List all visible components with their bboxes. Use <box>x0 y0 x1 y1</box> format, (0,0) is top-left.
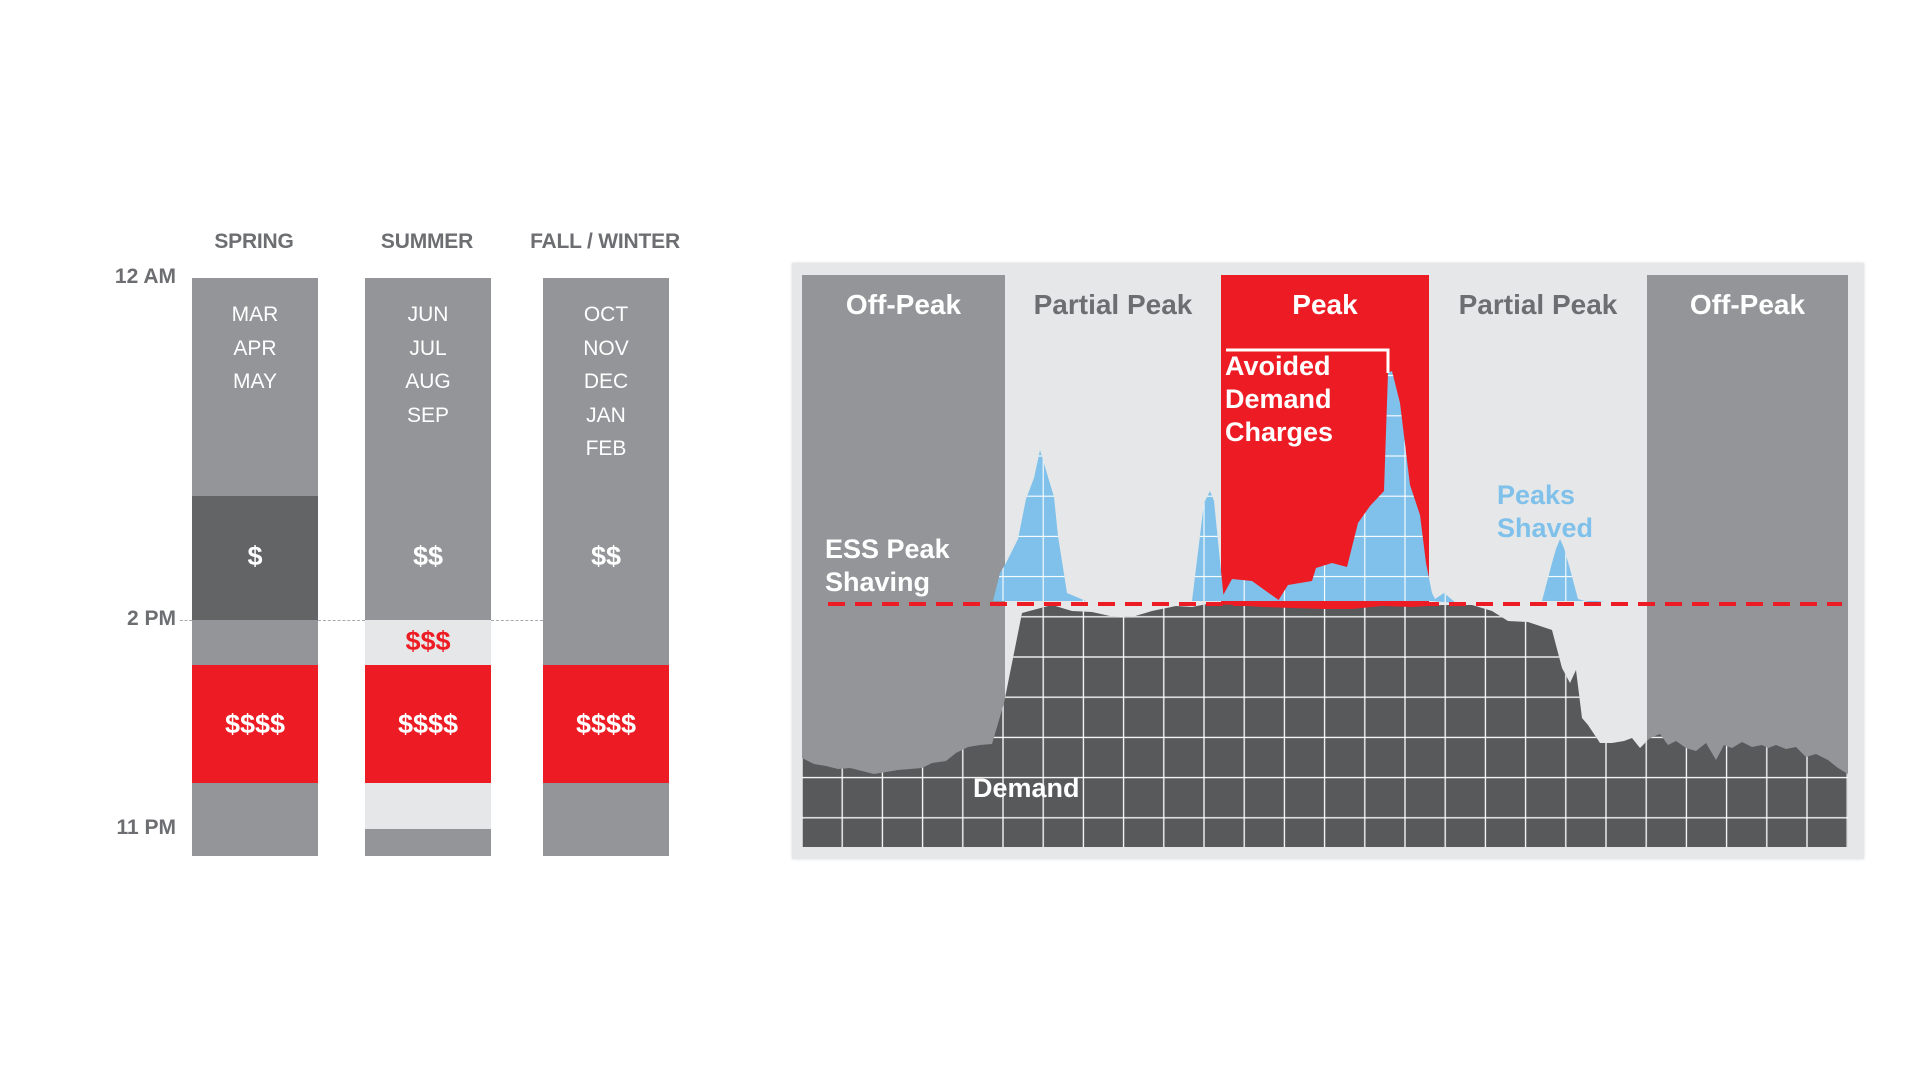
month-label: MAR <box>192 298 318 332</box>
2pm-guide-line <box>180 620 192 621</box>
time-label-2pm: 2 PM <box>76 607 176 631</box>
rate-label: $$$$ <box>543 709 669 740</box>
season-header-spring: SPRING <box>154 230 354 254</box>
peaks-shaved-label: Peaks Shaved <box>1497 479 1593 545</box>
season-header-summer: SUMMER <box>327 230 527 254</box>
month-label: APR <box>192 332 318 366</box>
month-label: AUG <box>365 365 491 399</box>
month-list: JUN JUL AUG SEP <box>365 298 491 432</box>
month-label: SEP <box>365 399 491 433</box>
annotation-line: Peaks <box>1497 479 1593 512</box>
season-bar-fall-winter: OCT NOV DEC JAN FEB $$ $$$$ <box>543 278 669 856</box>
annotation-line: Shaved <box>1497 512 1593 545</box>
rate-label: $$$$ <box>365 709 491 740</box>
month-label: FEB <box>543 432 669 466</box>
period-label-off-peak: Off-Peak <box>1647 287 1848 323</box>
season-bar-summer: JUN JUL AUG SEP $$ $$$ $$$$ <box>365 278 491 856</box>
rate-label: $$ <box>365 541 491 572</box>
month-label: JAN <box>543 399 669 433</box>
period-label-partial-peak: Partial Peak <box>1429 287 1647 323</box>
period-label-partial-peak: Partial Peak <box>1005 287 1221 323</box>
ess-peak-shaving-label: ESS Peak Shaving <box>825 533 950 599</box>
month-list: MAR APR MAY <box>192 298 318 399</box>
annotation-line: Charges <box>1225 416 1333 449</box>
period-label-off-peak: Off-Peak <box>802 287 1005 323</box>
month-label: JUL <box>365 332 491 366</box>
month-label: JUN <box>365 298 491 332</box>
demand-label: Demand <box>973 772 1080 805</box>
rate-label: $ <box>192 541 318 572</box>
rate-label: $$ <box>543 541 669 572</box>
season-bar-spring: MAR APR MAY $ $$$$ <box>192 278 318 856</box>
annotation-line: Shaving <box>825 566 950 599</box>
month-label: OCT <box>543 298 669 332</box>
annotation-line: ESS Peak <box>825 533 950 566</box>
time-label-11pm: 11 PM <box>76 816 176 840</box>
rate-label: $$$$ <box>192 709 318 740</box>
month-label: DEC <box>543 365 669 399</box>
annotation-line: Demand <box>1225 383 1333 416</box>
avoided-demand-charges-label: Avoided Demand Charges <box>1225 350 1333 449</box>
demand-diagram: Off-Peak Partial Peak Peak Partial Peak … <box>792 263 1864 859</box>
rate-block-partial-peak <box>365 783 491 829</box>
month-label: NOV <box>543 332 669 366</box>
rate-label: $$$ <box>365 626 491 657</box>
period-label-peak: Peak <box>1221 287 1429 323</box>
2pm-guide-line <box>491 620 543 621</box>
season-header-fall-winter: FALL / WINTER <box>505 230 705 254</box>
month-label: MAY <box>192 365 318 399</box>
2pm-guide-line <box>318 620 365 621</box>
time-label-12am: 12 AM <box>76 265 176 289</box>
annotation-line: Avoided <box>1225 350 1333 383</box>
month-list: OCT NOV DEC JAN FEB <box>543 298 669 466</box>
